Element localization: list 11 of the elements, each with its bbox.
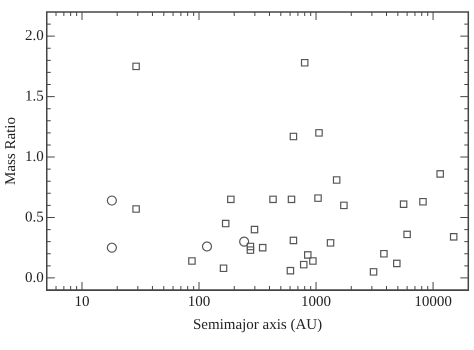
y-tick-label: 1.5	[25, 88, 44, 105]
x-tick-label: 100	[188, 294, 210, 310]
y-tick-label: 1.0	[25, 148, 44, 165]
y-tick-label: 0.0	[25, 270, 44, 286]
y-tick-label: 2.0	[25, 28, 44, 44]
y-axis-title: Mass Ratio	[2, 117, 19, 185]
y-tick-label: 0.5	[25, 209, 44, 226]
x-tick-label: 1000	[301, 294, 332, 310]
x-tick-label: 10000	[414, 294, 452, 310]
x-axis-title: Semimajor axis (AU)	[192, 316, 322, 333]
x-tick-label: 10	[74, 294, 90, 310]
